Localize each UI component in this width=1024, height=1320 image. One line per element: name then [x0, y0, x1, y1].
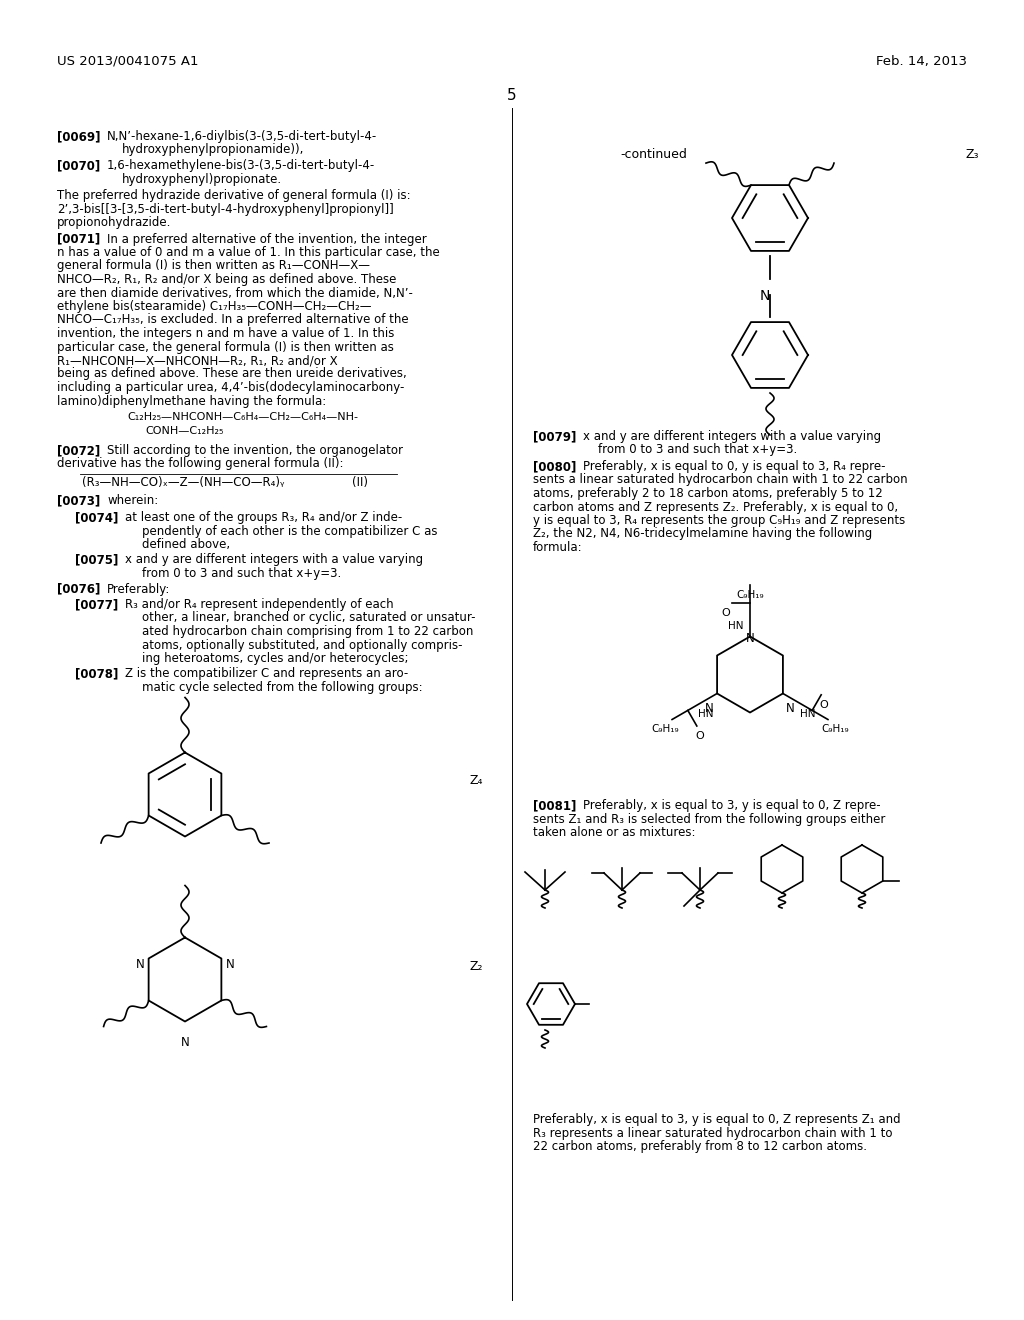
Text: wherein:: wherein:	[106, 495, 159, 507]
Text: Preferably, x is equal to 3, y is equal to 0, Z repre-: Preferably, x is equal to 3, y is equal …	[583, 800, 881, 813]
Text: [0077]: [0077]	[75, 598, 118, 611]
Text: R₃ and/or R₄ represent independently of each: R₃ and/or R₄ represent independently of …	[125, 598, 393, 611]
Text: are then diamide derivatives, from which the diamide, N,N’-: are then diamide derivatives, from which…	[57, 286, 413, 300]
Text: C₉H₁₉: C₉H₁₉	[651, 725, 679, 734]
Text: Preferably, x is equal to 0, y is equal to 3, R₄ repre-: Preferably, x is equal to 0, y is equal …	[583, 459, 886, 473]
Text: N: N	[225, 957, 234, 970]
Text: particular case, the general formula (I) is then written as: particular case, the general formula (I)…	[57, 341, 394, 354]
Text: 22 carbon atoms, preferably from 8 to 12 carbon atoms.: 22 carbon atoms, preferably from 8 to 12…	[534, 1140, 867, 1152]
Text: NHCO—C₁₇H₃₅, is excluded. In a preferred alternative of the: NHCO—C₁₇H₃₅, is excluded. In a preferred…	[57, 314, 409, 326]
Text: derivative has the following general formula (II):: derivative has the following general for…	[57, 458, 343, 470]
Text: 5: 5	[507, 88, 517, 103]
Text: [0081]: [0081]	[534, 800, 577, 813]
Text: 2’,3-bis[[3-[3,5-di-tert-butyl-4-hydroxyphenyl]propionyl]]: 2’,3-bis[[3-[3,5-di-tert-butyl-4-hydroxy…	[57, 202, 394, 215]
Text: [0070]: [0070]	[57, 158, 100, 172]
Text: HN: HN	[728, 620, 743, 631]
Text: Z₂, the N2, N4, N6-tridecylmelamine having the following: Z₂, the N2, N4, N6-tridecylmelamine havi…	[534, 528, 872, 540]
Text: (R₃—NH—CO)ₓ—Z—(NH—CO—R₄)ᵧ: (R₃—NH—CO)ₓ—Z—(NH—CO—R₄)ᵧ	[82, 477, 285, 488]
Text: other, a linear, branched or cyclic, saturated or unsatur-: other, a linear, branched or cyclic, sat…	[142, 611, 475, 624]
Text: [0078]: [0078]	[75, 668, 119, 681]
Text: The preferred hydrazide derivative of general formula (I) is:: The preferred hydrazide derivative of ge…	[57, 189, 411, 202]
Text: C₁₂H₂₅—NHCONH—C₆H₄—CH₂—C₆H₄—NH-: C₁₂H₂₅—NHCONH—C₆H₄—CH₂—C₆H₄—NH-	[127, 412, 358, 422]
Text: [0076]: [0076]	[57, 582, 100, 595]
Text: [0074]: [0074]	[75, 511, 119, 524]
Text: from 0 to 3 and such that x+y=3.: from 0 to 3 and such that x+y=3.	[598, 444, 798, 457]
Text: [0069]: [0069]	[57, 129, 100, 143]
Text: R₁—NHCONH—X—NHCONH—R₂, R₁, R₂ and/or X: R₁—NHCONH—X—NHCONH—R₂, R₁, R₂ and/or X	[57, 354, 338, 367]
Text: R₃ represents a linear saturated hydrocarbon chain with 1 to: R₃ represents a linear saturated hydroca…	[534, 1126, 893, 1139]
Text: including a particular urea, 4,4’-bis(dodecylaminocarbony-: including a particular urea, 4,4’-bis(do…	[57, 381, 404, 393]
Text: C₉H₁₉: C₉H₁₉	[821, 725, 849, 734]
Text: lamino)diphenylmethane having the formula:: lamino)diphenylmethane having the formul…	[57, 395, 327, 408]
Text: Z₃: Z₃	[965, 148, 979, 161]
Text: ing heteroatoms, cycles and/or heterocycles;: ing heteroatoms, cycles and/or heterocyc…	[142, 652, 409, 665]
Text: x and y are different integers with a value varying: x and y are different integers with a va…	[583, 430, 881, 444]
Text: pendently of each other is the compatibilizer C as: pendently of each other is the compatibi…	[142, 524, 437, 537]
Text: [0080]: [0080]	[534, 459, 577, 473]
Text: Preferably:: Preferably:	[106, 582, 170, 595]
Text: taken alone or as mixtures:: taken alone or as mixtures:	[534, 826, 695, 840]
Text: sents Z₁ and R₃ is selected from the following groups either: sents Z₁ and R₃ is selected from the fol…	[534, 813, 886, 826]
Text: HN: HN	[800, 709, 816, 719]
Text: [0071]: [0071]	[57, 232, 100, 246]
Text: [0072]: [0072]	[57, 444, 100, 457]
Text: Z₄: Z₄	[470, 775, 483, 788]
Text: O: O	[695, 731, 705, 741]
Text: invention, the integers n and m have a value of 1. In this: invention, the integers n and m have a v…	[57, 327, 394, 341]
Text: O: O	[722, 607, 730, 618]
Text: Z is the compatibilizer C and represents an aro-: Z is the compatibilizer C and represents…	[125, 668, 409, 681]
Text: Z₂: Z₂	[470, 960, 483, 973]
Text: y is equal to 3, R₄ represents the group C₉H₁₉ and Z represents: y is equal to 3, R₄ represents the group…	[534, 513, 905, 527]
Text: N: N	[180, 1035, 189, 1048]
Text: Still according to the invention, the organogelator: Still according to the invention, the or…	[106, 444, 403, 457]
Text: carbon atoms and Z represents Z₂. Preferably, x is equal to 0,: carbon atoms and Z represents Z₂. Prefer…	[534, 500, 898, 513]
Text: x and y are different integers with a value varying: x and y are different integers with a va…	[125, 553, 423, 566]
Text: O: O	[820, 700, 828, 710]
Text: hydroxyphenylpropionamide)),: hydroxyphenylpropionamide)),	[122, 144, 304, 157]
Text: being as defined above. These are then ureide derivatives,: being as defined above. These are then u…	[57, 367, 407, 380]
Text: CONH—C₁₂H₂₅: CONH—C₁₂H₂₅	[145, 425, 223, 436]
Text: [0075]: [0075]	[75, 553, 119, 566]
Text: N: N	[135, 957, 144, 970]
Text: N: N	[745, 631, 755, 644]
Text: atoms, preferably 2 to 18 carbon atoms, preferably 5 to 12: atoms, preferably 2 to 18 carbon atoms, …	[534, 487, 883, 500]
Text: US 2013/0041075 A1: US 2013/0041075 A1	[57, 55, 199, 69]
Text: N: N	[760, 289, 770, 304]
Text: general formula (I) is then written as R₁—CONH—X—: general formula (I) is then written as R…	[57, 260, 370, 272]
Text: Feb. 14, 2013: Feb. 14, 2013	[876, 55, 967, 69]
Text: matic cycle selected from the following groups:: matic cycle selected from the following …	[142, 681, 423, 694]
Text: Preferably, x is equal to 3, y is equal to 0, Z represents Z₁ and: Preferably, x is equal to 3, y is equal …	[534, 1113, 901, 1126]
Text: 1,6-hexamethylene-bis(3-(3,5-di-tert-butyl-4-: 1,6-hexamethylene-bis(3-(3,5-di-tert-but…	[106, 158, 375, 172]
Text: N: N	[786, 702, 795, 715]
Text: n has a value of 0 and m a value of 1. In this particular case, the: n has a value of 0 and m a value of 1. I…	[57, 246, 439, 259]
Text: atoms, optionally substituted, and optionally compris-: atoms, optionally substituted, and optio…	[142, 639, 463, 652]
Text: at least one of the groups R₃, R₄ and/or Z inde-: at least one of the groups R₃, R₄ and/or…	[125, 511, 402, 524]
Text: In a preferred alternative of the invention, the integer: In a preferred alternative of the invent…	[106, 232, 427, 246]
Text: [0073]: [0073]	[57, 495, 100, 507]
Text: C₉H₁₉: C₉H₁₉	[736, 590, 764, 599]
Text: formula:: formula:	[534, 541, 583, 554]
Text: N: N	[705, 702, 714, 715]
Text: ethylene bis(stearamide) C₁₇H₃₅—CONH—CH₂—CH₂—: ethylene bis(stearamide) C₁₇H₃₅—CONH—CH₂…	[57, 300, 372, 313]
Text: (II): (II)	[352, 477, 368, 488]
Text: hydroxyphenyl)propionate.: hydroxyphenyl)propionate.	[122, 173, 283, 186]
Text: propionohydrazide.: propionohydrazide.	[57, 216, 171, 228]
Text: NHCO—R₂, R₁, R₂ and/or X being as defined above. These: NHCO—R₂, R₁, R₂ and/or X being as define…	[57, 273, 396, 286]
Text: defined above,: defined above,	[142, 539, 230, 550]
Text: [0079]: [0079]	[534, 430, 577, 444]
Text: HN: HN	[698, 709, 714, 719]
Text: sents a linear saturated hydrocarbon chain with 1 to 22 carbon: sents a linear saturated hydrocarbon cha…	[534, 474, 907, 487]
Text: from 0 to 3 and such that x+y=3.: from 0 to 3 and such that x+y=3.	[142, 568, 341, 579]
Text: N,N’-hexane-1,6-diylbis(3-(3,5-di-tert-butyl-4-: N,N’-hexane-1,6-diylbis(3-(3,5-di-tert-b…	[106, 129, 377, 143]
Text: -continued: -continued	[620, 148, 687, 161]
Text: ated hydrocarbon chain comprising from 1 to 22 carbon: ated hydrocarbon chain comprising from 1…	[142, 624, 473, 638]
